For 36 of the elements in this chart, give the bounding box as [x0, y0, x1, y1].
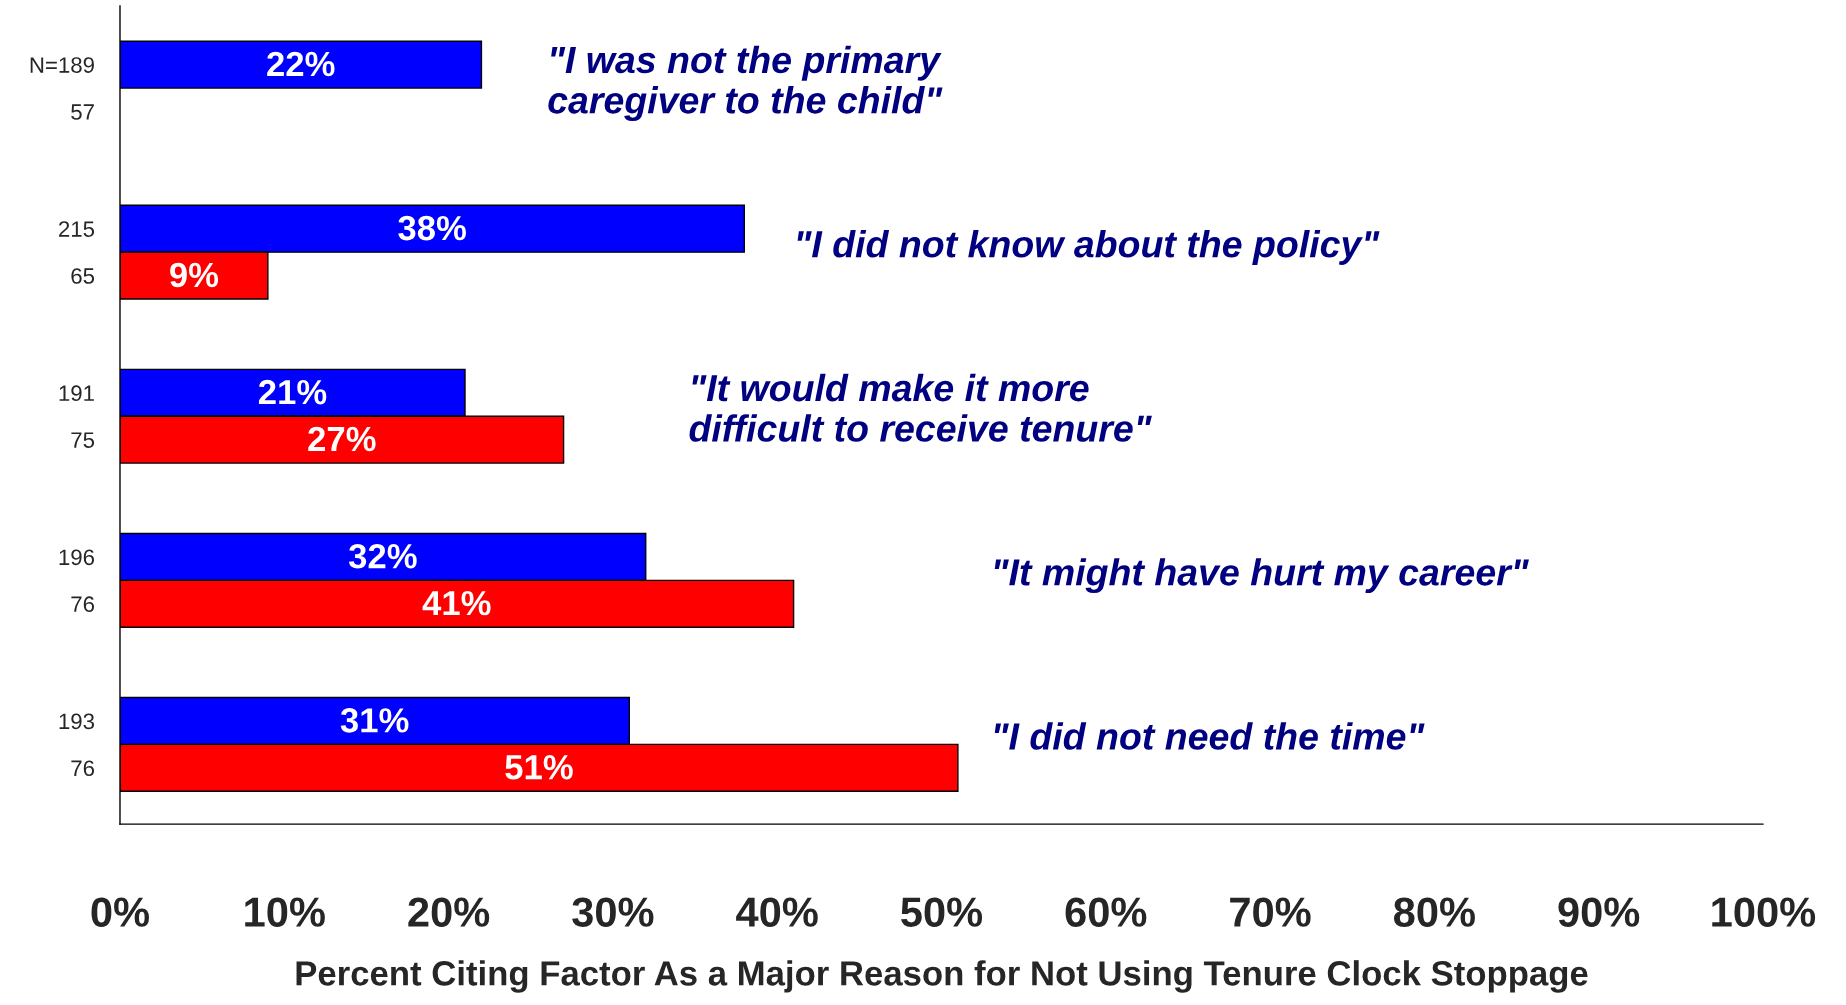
x-tick-label: 80%: [1393, 897, 1475, 927]
data-label: 21%: [258, 379, 327, 405]
data-label: 41%: [422, 590, 491, 616]
y-tick-label: 57: [71, 104, 94, 120]
annotation: "I did not know about the policy": [797, 229, 1380, 265]
annotation: "I was not the primary caregiver to the child": [548, 45, 943, 122]
annotation: "I did not need the time": [994, 722, 1425, 750]
x-tick-label: 20%: [408, 897, 490, 927]
data-label: 22%: [267, 51, 335, 77]
x-tick-label: 70%: [1230, 897, 1311, 927]
y-tick-label: 75: [71, 432, 95, 448]
data-label: 9%: [170, 262, 219, 288]
y-tick-label: 191: [59, 385, 94, 402]
data-label: 38%: [398, 215, 466, 241]
y-tick-label: 196: [59, 549, 95, 566]
annotation: "It might have hurt my career": [994, 558, 1529, 594]
y-tick-label: 76: [71, 596, 95, 613]
x-tick-label: 90%: [1558, 897, 1640, 927]
y-tick-label: 215: [59, 221, 95, 237]
data-label: 51%: [505, 755, 573, 780]
x-axis-title: Percent Citing Factor As a Major Reason for Not Using Tenure Clock Stoppage: [296, 960, 1588, 993]
data-label: 31%: [340, 708, 409, 733]
x-tick-label: 0%: [91, 897, 149, 927]
x-tick-label: 60%: [1065, 897, 1147, 927]
y-tick-label: 76: [71, 760, 95, 777]
y-tick-label: 193: [59, 713, 95, 730]
x-tick-label: 10%: [245, 897, 325, 927]
y-tick-label: N=189: [30, 57, 94, 73]
data-label: 32%: [348, 543, 417, 569]
x-tick-label: 40%: [736, 897, 818, 927]
annotation: "It would make it more difficult to receive tenure": [689, 373, 1152, 442]
y-tick-label: 65: [71, 268, 95, 284]
x-tick-label: 50%: [901, 897, 983, 927]
data-label: 27%: [308, 426, 376, 452]
x-tick-label: 30%: [572, 897, 654, 927]
x-tick-label: 100%: [1712, 897, 1816, 927]
